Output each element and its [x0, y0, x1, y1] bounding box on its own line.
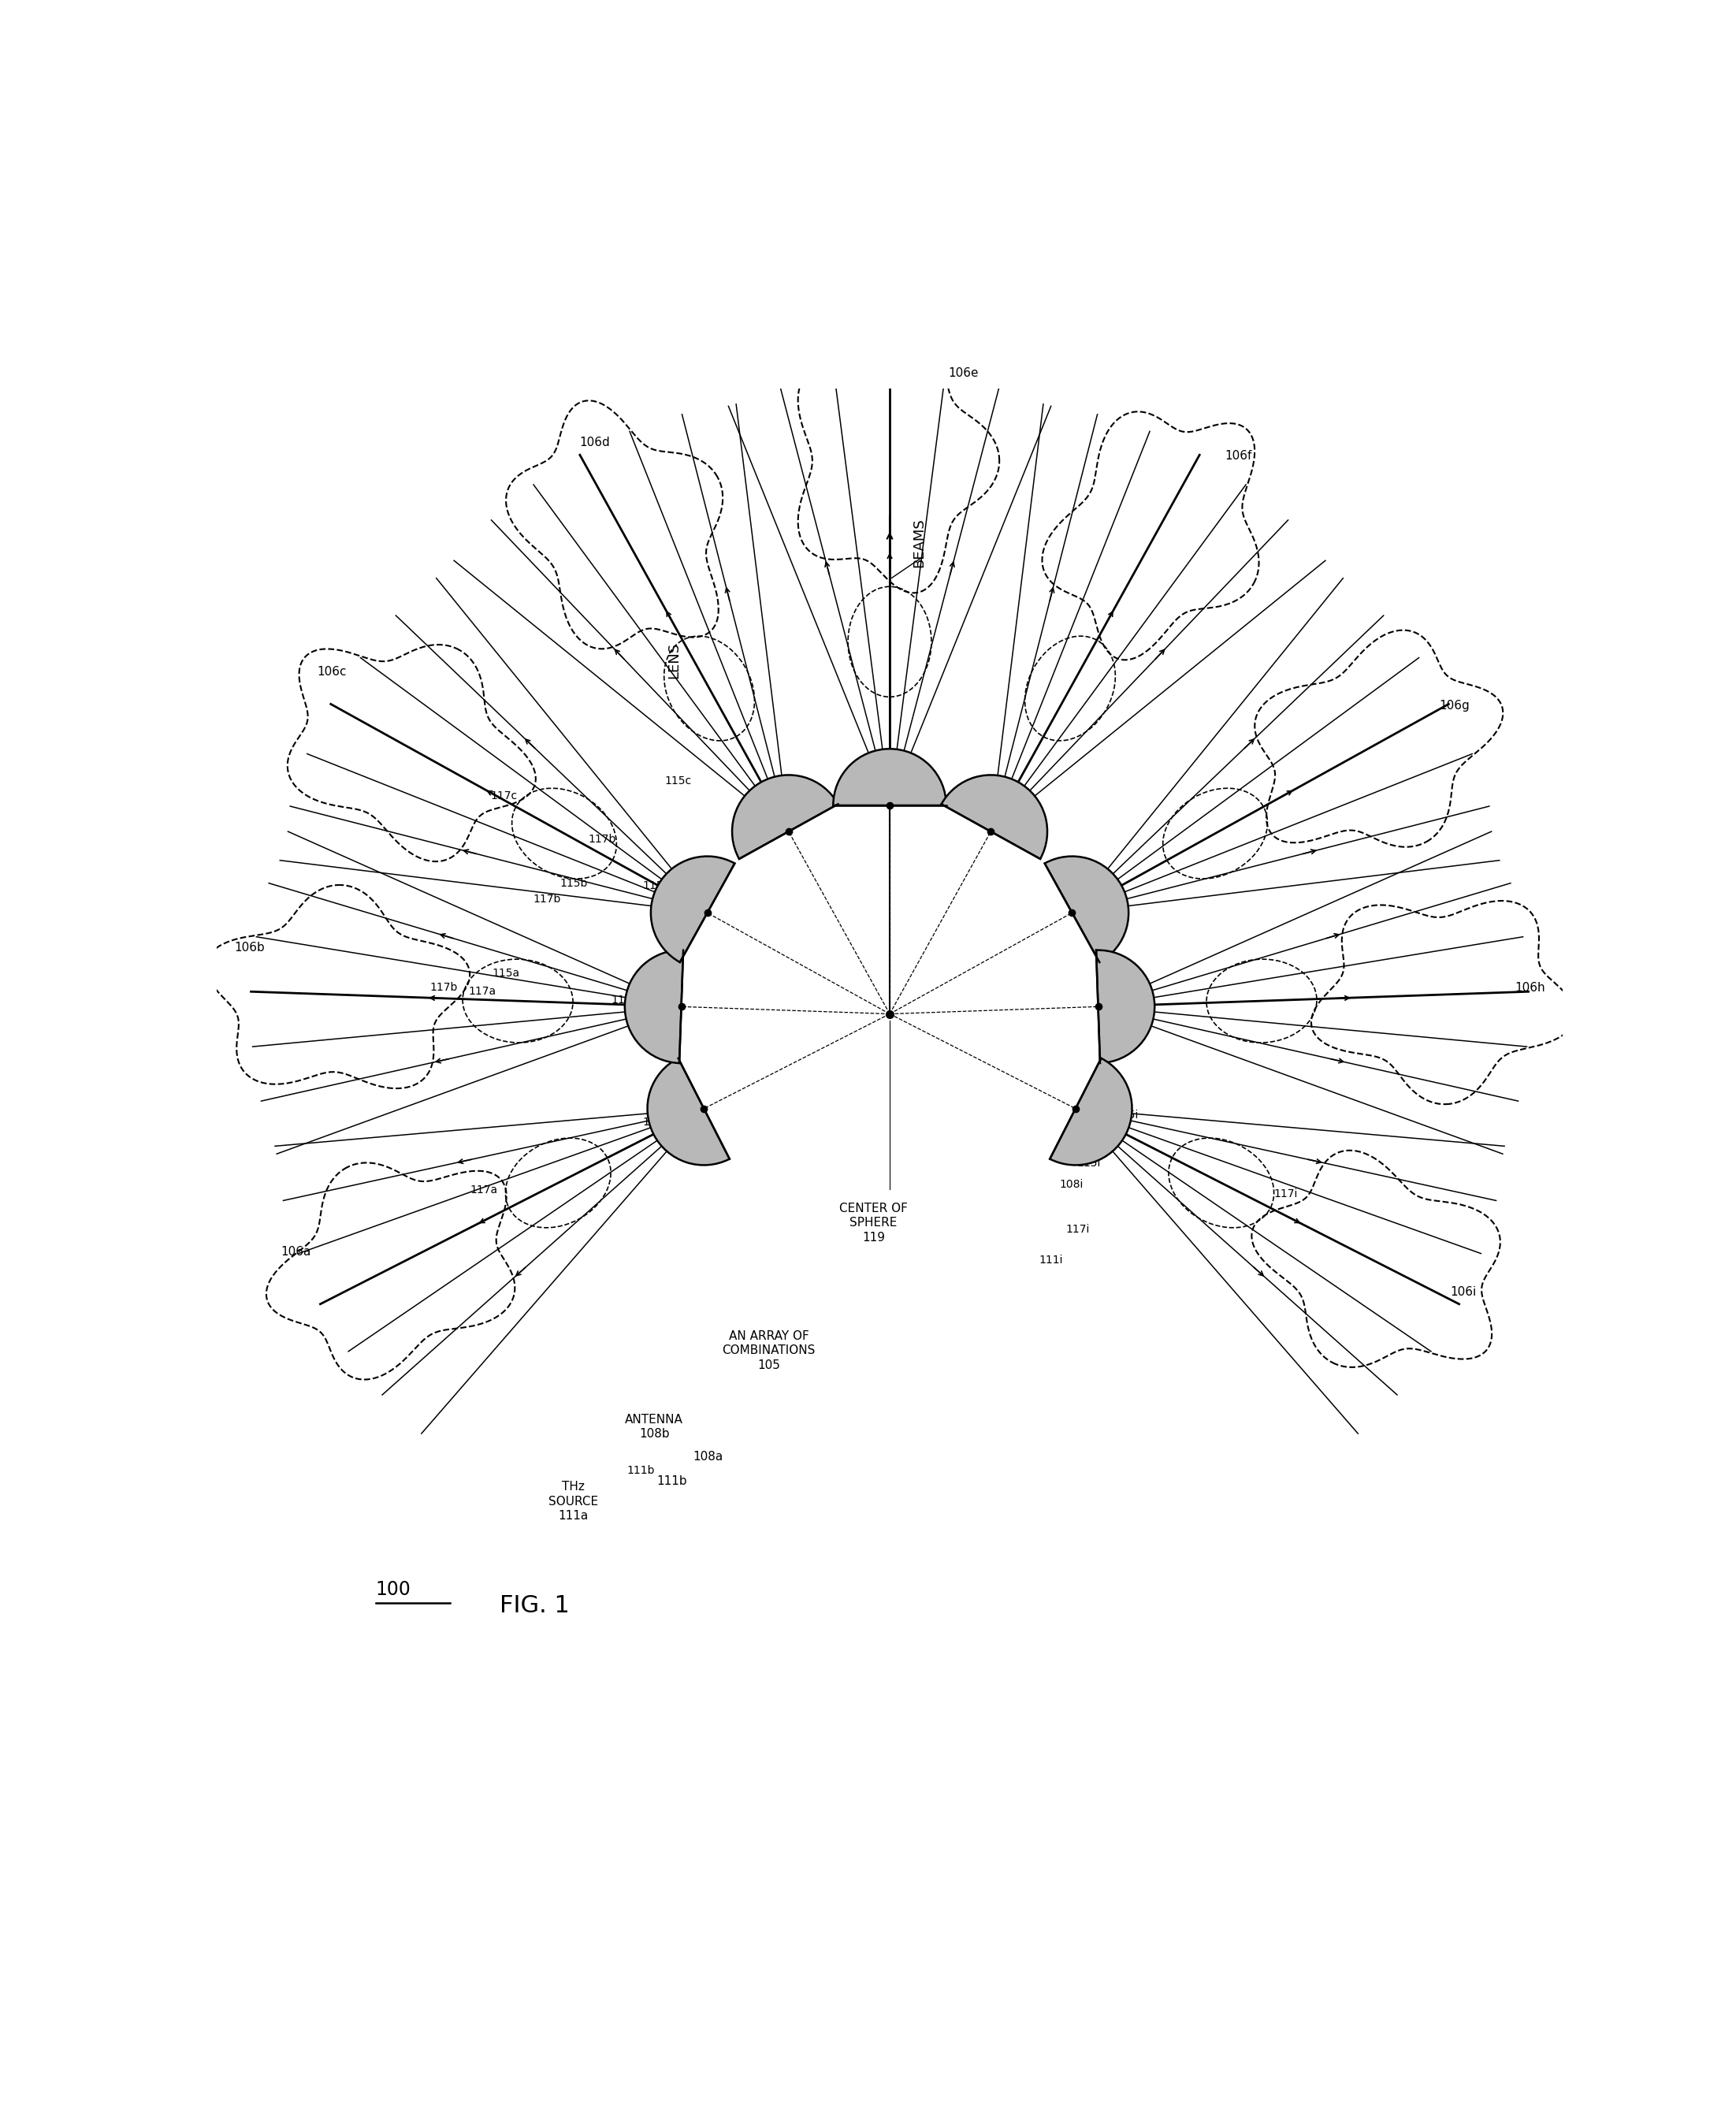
- Wedge shape: [1045, 857, 1128, 962]
- Text: 117a: 117a: [469, 985, 496, 996]
- Text: 115c: 115c: [642, 880, 670, 891]
- Wedge shape: [625, 950, 684, 1063]
- Text: 115a: 115a: [642, 1116, 670, 1128]
- Wedge shape: [648, 1059, 729, 1166]
- Wedge shape: [1050, 1059, 1132, 1166]
- Text: 117a: 117a: [470, 1185, 498, 1195]
- Text: 111b: 111b: [656, 1475, 687, 1488]
- Text: 117b: 117b: [589, 834, 616, 845]
- Text: BEAMS: BEAMS: [911, 519, 925, 567]
- Wedge shape: [941, 775, 1047, 859]
- Wedge shape: [1095, 950, 1154, 1063]
- Text: 115b: 115b: [559, 878, 587, 889]
- Wedge shape: [833, 748, 946, 805]
- Text: 106e: 106e: [948, 368, 979, 380]
- Text: 106a: 106a: [281, 1246, 311, 1256]
- Text: AN ARRAY OF
COMBINATIONS
105: AN ARRAY OF COMBINATIONS 105: [722, 1330, 816, 1372]
- Text: 111i: 111i: [1040, 1254, 1062, 1265]
- Text: 111b: 111b: [627, 1464, 654, 1475]
- Text: THz
SOURCE
111a: THz SOURCE 111a: [549, 1481, 599, 1521]
- Text: 117i: 117i: [1066, 1223, 1090, 1235]
- Text: 117i: 117i: [1274, 1189, 1299, 1200]
- Text: 115c: 115c: [665, 775, 693, 786]
- Text: ANTENNA
108b: ANTENNA 108b: [625, 1414, 684, 1439]
- Text: 106c: 106c: [318, 666, 347, 679]
- Wedge shape: [651, 857, 734, 962]
- Text: 106g: 106g: [1439, 700, 1469, 712]
- Text: 108a: 108a: [693, 1452, 724, 1462]
- Text: 117b: 117b: [431, 981, 458, 994]
- Text: 115i: 115i: [1076, 1158, 1101, 1168]
- Wedge shape: [733, 775, 838, 859]
- Text: CENTER OF
SPHERE
119: CENTER OF SPHERE 119: [838, 1202, 908, 1244]
- Text: 100: 100: [375, 1580, 411, 1599]
- Text: 106d: 106d: [580, 437, 609, 450]
- Text: 106i: 106i: [1450, 1286, 1476, 1298]
- Text: 117b: 117b: [533, 895, 561, 906]
- Text: 108i: 108i: [1059, 1179, 1083, 1191]
- Text: 115i: 115i: [1115, 1109, 1139, 1120]
- Text: 115b: 115b: [611, 994, 639, 1006]
- Text: 106h: 106h: [1514, 981, 1545, 994]
- Text: LENS: LENS: [667, 643, 681, 679]
- Text: 117c: 117c: [490, 790, 517, 800]
- Text: 106b: 106b: [234, 941, 266, 954]
- Text: 115a: 115a: [493, 969, 521, 979]
- Text: 106f: 106f: [1226, 450, 1252, 462]
- Text: FIG. 1: FIG. 1: [500, 1595, 569, 1618]
